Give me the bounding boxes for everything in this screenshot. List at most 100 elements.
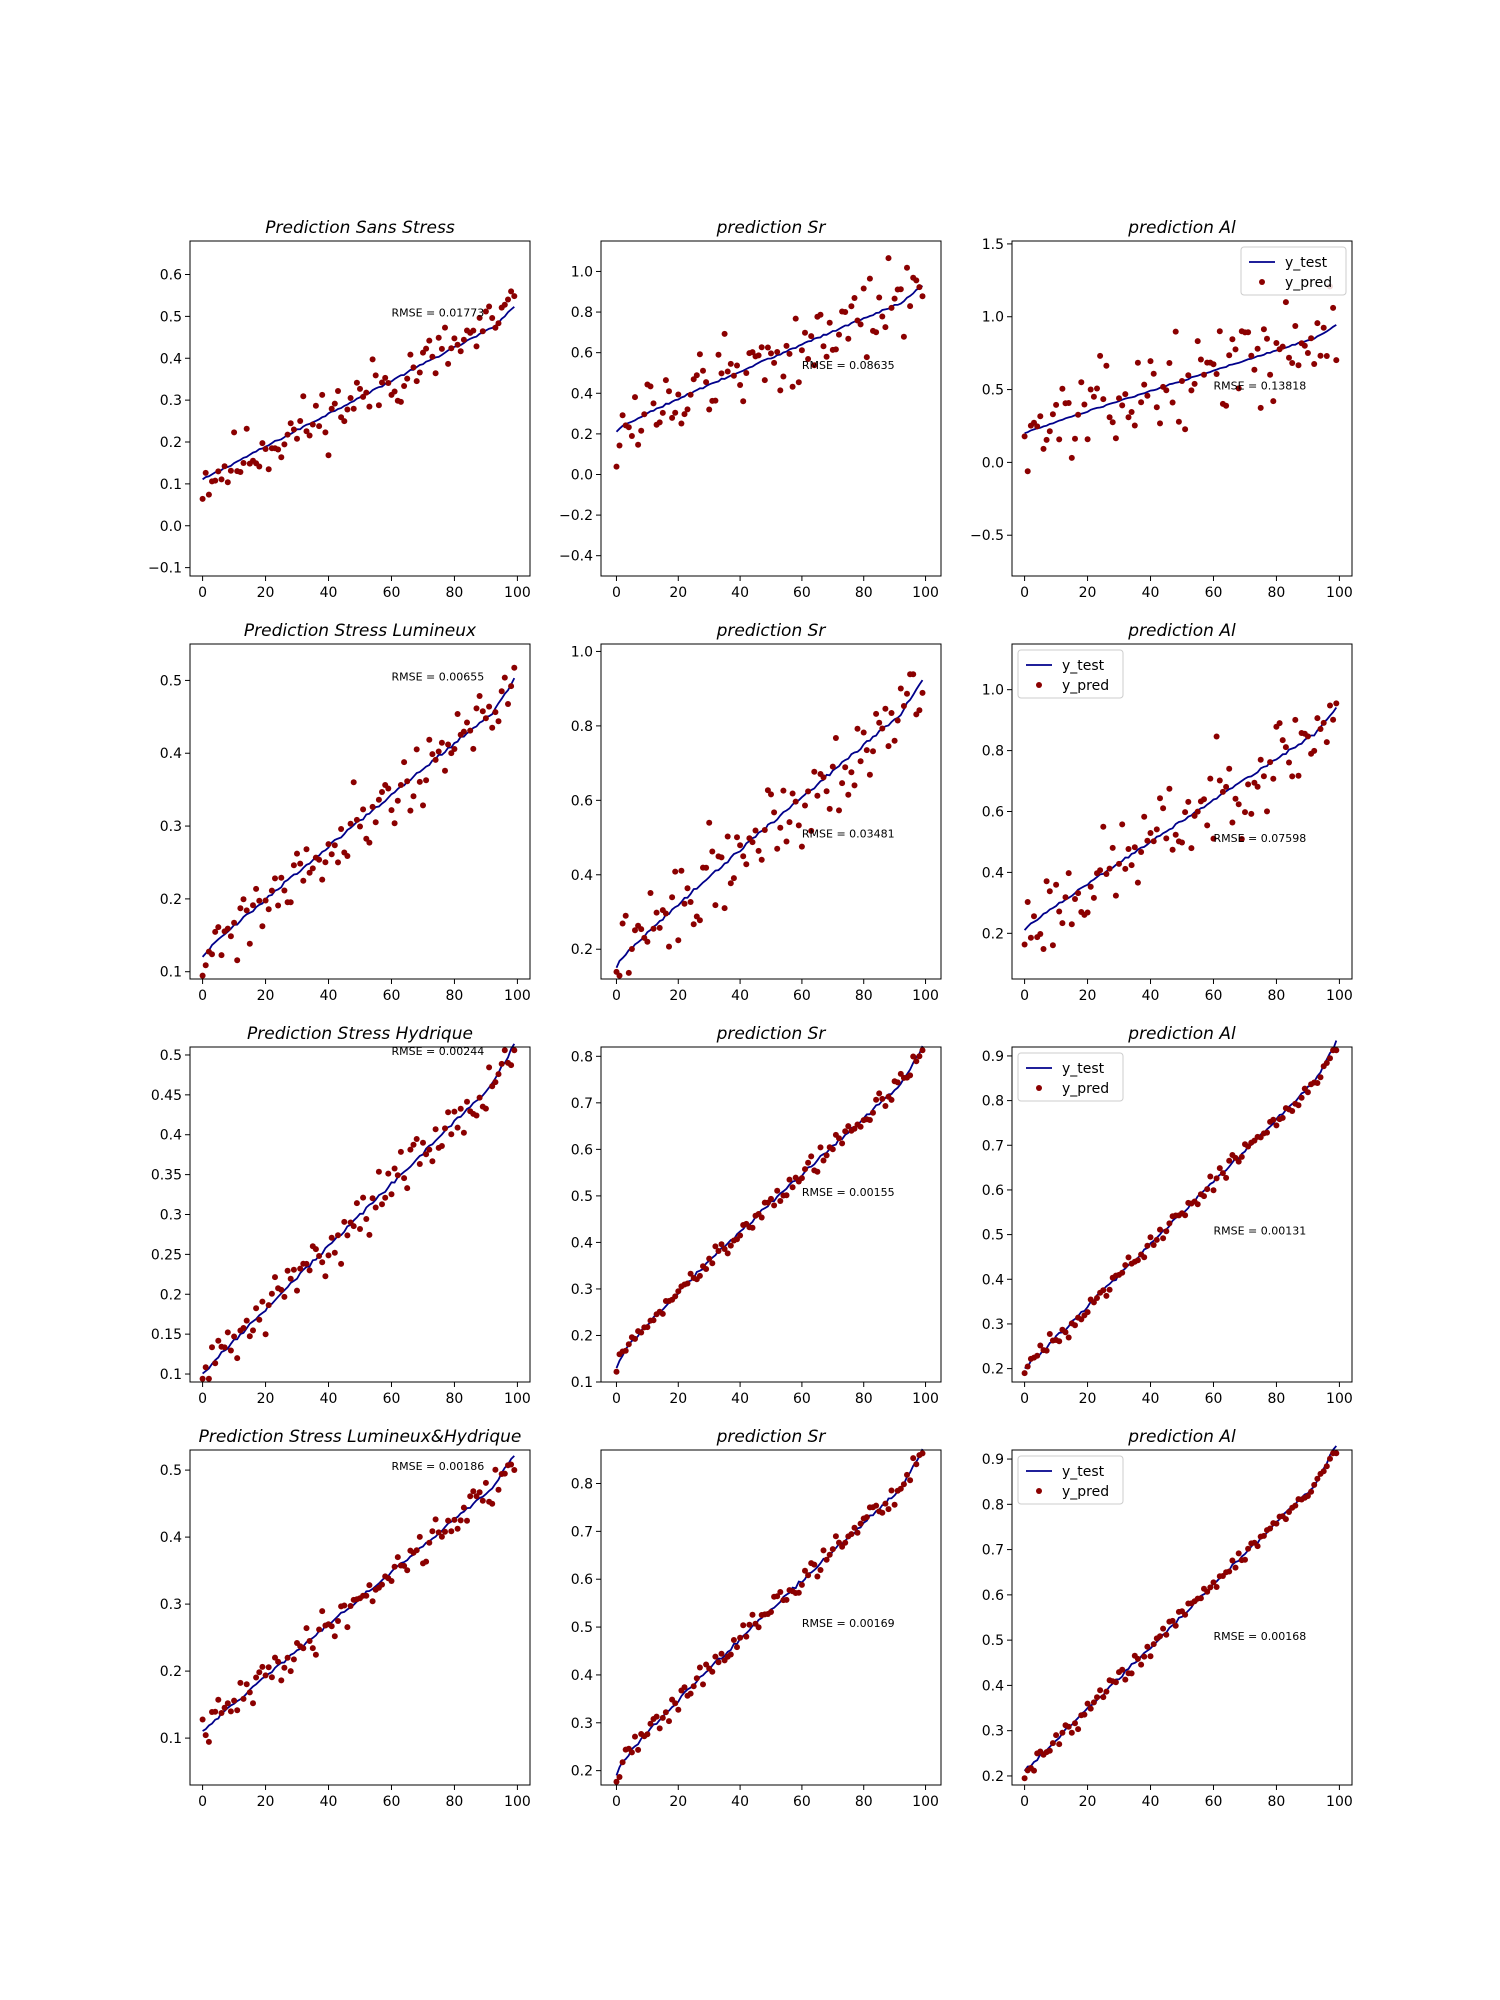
y-pred-point xyxy=(350,779,357,786)
y-pred-point xyxy=(863,354,870,361)
y-pred-point xyxy=(353,379,360,386)
y-pred-point xyxy=(1112,435,1119,442)
y-pred-point xyxy=(1304,350,1311,356)
y-tick-label: 0.4 xyxy=(571,1668,593,1684)
x-tick-label: 40 xyxy=(320,1391,338,1407)
y-pred-point xyxy=(1037,413,1044,420)
y-pred-point xyxy=(508,683,515,690)
y-pred-point xyxy=(231,1697,238,1704)
y-pred-point xyxy=(344,1624,351,1631)
y-pred-point xyxy=(814,792,821,799)
y-pred-point xyxy=(1226,1157,1233,1164)
y-pred-point xyxy=(1122,391,1129,398)
y-pred-point xyxy=(882,1500,889,1507)
y-tick-label: 1.0 xyxy=(982,310,1004,326)
legend-box xyxy=(1017,649,1124,699)
y-pred-point xyxy=(445,1517,452,1524)
y-pred-point xyxy=(613,463,620,470)
y-pred-point xyxy=(1257,1134,1264,1141)
y-tick-label: 0.1 xyxy=(571,1375,593,1391)
y-pred-point xyxy=(221,1704,228,1711)
y-pred-point xyxy=(829,1146,836,1153)
x-tick-label: 100 xyxy=(912,585,939,601)
y-pred-point xyxy=(316,423,323,430)
y-pred-point xyxy=(1226,1568,1233,1575)
y-pred-point xyxy=(851,1125,858,1132)
y-pred-point xyxy=(312,1246,319,1253)
y-pred-point xyxy=(240,1325,247,1331)
y-pred-point xyxy=(1103,362,1110,369)
x-tick-label: 0 xyxy=(612,1794,621,1810)
subplot-1: Prediction Sans Stress 0 20 40 60 80 100 −0.1 0.… xyxy=(148,218,531,601)
y-pred-point xyxy=(495,1486,502,1493)
y-pred-point xyxy=(1134,359,1141,366)
y-pred-point xyxy=(1144,392,1151,399)
y-pred-point xyxy=(904,1471,910,1478)
y-pred-point xyxy=(325,841,332,848)
y-pred-point xyxy=(404,375,411,382)
y-pred-point xyxy=(284,1654,291,1661)
y-pred-point xyxy=(306,1267,313,1274)
y-pred-points xyxy=(613,255,926,470)
y-pred-point xyxy=(505,701,511,707)
y-pred-point xyxy=(879,1095,886,1102)
y-pred-points xyxy=(613,1047,926,1375)
y-pred-point xyxy=(1204,1588,1211,1595)
y-tick-label: 0.4 xyxy=(982,1678,1004,1694)
y-pred-point xyxy=(508,1461,515,1468)
y-pred-point xyxy=(1056,1338,1063,1345)
y-pred-point xyxy=(1131,422,1138,429)
y-pred-point xyxy=(479,328,486,335)
y-pred-point xyxy=(1141,1254,1148,1261)
y-pred-point xyxy=(891,737,898,744)
y-pred-point xyxy=(1260,1532,1267,1539)
y-pred-point xyxy=(303,846,310,853)
y-pred-point xyxy=(712,1653,719,1660)
y-pred-point xyxy=(678,867,685,874)
y-pred-point xyxy=(205,491,212,498)
y-pred-point xyxy=(464,1098,470,1105)
y-pred-point xyxy=(771,809,778,816)
legend-label-y-test: y_test xyxy=(1062,1061,1105,1077)
legend-point-swatch xyxy=(1036,1085,1042,1091)
y-pred-point xyxy=(256,1316,263,1323)
y-tick-label: 0.3 xyxy=(160,393,182,409)
x-tick-label: 40 xyxy=(731,1794,749,1810)
axes-frame xyxy=(189,1449,531,1786)
y-pred-point xyxy=(795,379,802,386)
y-pred-point xyxy=(734,834,740,841)
y-pred-point xyxy=(366,1231,373,1238)
y-pred-point xyxy=(907,1072,914,1079)
subplot-11: prediction Sr 0 20 40 60 80 100 0.2 0.3 0.4 0.5 0.6… xyxy=(571,1427,942,1810)
y-pred-point xyxy=(470,327,477,334)
y-pred-point xyxy=(243,1681,250,1688)
y-pred-point xyxy=(916,707,923,714)
y-pred-point xyxy=(777,824,784,831)
y-pred-point xyxy=(764,787,771,794)
y-pred-point xyxy=(845,335,852,342)
y-pred-point xyxy=(709,848,716,855)
x-tick-label: 40 xyxy=(731,585,749,601)
y-pred-point xyxy=(442,1528,448,1535)
y-pred-point xyxy=(851,1524,858,1531)
subplot-6: prediction Al 0 20 40 60 80 100 0.2 0.4 0.6 0.8 1.0… xyxy=(982,621,1353,1004)
x-tick-label: 60 xyxy=(793,988,811,1004)
y-pred-point xyxy=(727,1651,734,1658)
y-pred-point xyxy=(789,790,796,797)
y-pred-point xyxy=(616,1774,623,1780)
y-pred-point xyxy=(771,359,778,366)
y-pred-point xyxy=(857,1123,864,1130)
y-pred-point xyxy=(404,1567,411,1574)
x-tick-label: 0 xyxy=(1020,585,1029,601)
y-tick-label: 0.4 xyxy=(982,865,1004,881)
y-pred-point xyxy=(820,343,827,350)
y-tick-label: 1.0 xyxy=(571,264,593,280)
y-pred-point xyxy=(294,850,300,857)
y-pred-point xyxy=(904,690,910,697)
y-pred-point xyxy=(1153,826,1160,833)
y-pred-point xyxy=(885,255,892,262)
y-pred-point xyxy=(808,1153,815,1160)
y-pred-point xyxy=(1333,1450,1340,1457)
y-pred-point xyxy=(328,851,335,858)
y-pred-point xyxy=(1327,702,1333,709)
